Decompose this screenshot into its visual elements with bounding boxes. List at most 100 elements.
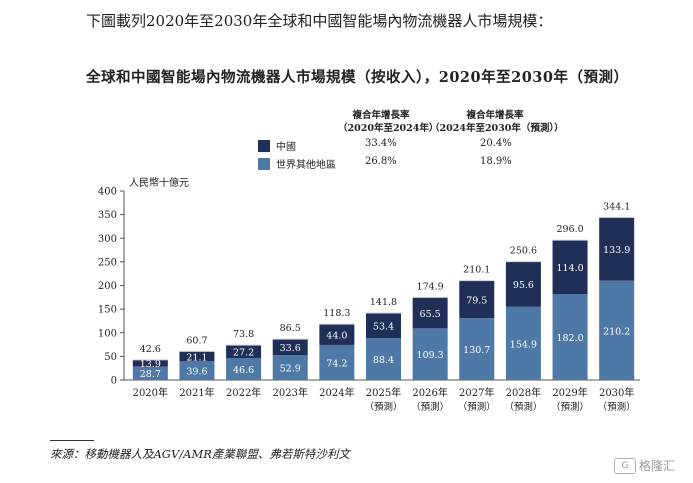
bar-segment-rest-of-world bbox=[599, 280, 635, 380]
legend-value: 18.9% bbox=[480, 156, 512, 167]
x-tick-sublabel: （預測） bbox=[504, 401, 542, 413]
data-label-total: 141.8 bbox=[370, 297, 397, 308]
data-label-china: 53.4 bbox=[373, 322, 394, 333]
watermark-logo-icon: G bbox=[614, 457, 636, 474]
y-tick-label: 350 bbox=[98, 210, 117, 221]
legend-header-cagr-2024-2030: 複合年增長率 （2024年至2030年（預測）） bbox=[430, 109, 564, 135]
y-tick-label: 250 bbox=[98, 257, 117, 268]
bar-segment-rest-of-world bbox=[459, 318, 495, 380]
bar-segment-rest-of-world bbox=[226, 357, 262, 380]
bar-segment-china bbox=[552, 240, 588, 295]
x-tick-sublabel: （預測） bbox=[364, 401, 402, 413]
x-tick-sublabel: （預測） bbox=[411, 401, 449, 413]
watermark: G 格隆汇 bbox=[614, 457, 675, 474]
data-label-total: 296.0 bbox=[556, 224, 583, 235]
data-label-china: 65.5 bbox=[420, 309, 441, 320]
x-tick-label: 2020年 bbox=[133, 386, 168, 399]
legend-value: 33.4% bbox=[365, 138, 397, 149]
y-tick-label: 300 bbox=[98, 234, 117, 245]
data-label-total: 118.3 bbox=[323, 308, 350, 319]
data-label-rest-of-world: 52.9 bbox=[280, 364, 301, 375]
data-label-china: 27.2 bbox=[233, 348, 254, 359]
legend-swatch-china bbox=[258, 139, 270, 152]
bar-segment-rest-of-world bbox=[179, 361, 215, 380]
data-label-rest-of-world: 28.7 bbox=[140, 369, 161, 380]
data-label-china: 95.6 bbox=[513, 280, 534, 291]
x-tick-sublabel: （預測） bbox=[458, 401, 496, 413]
data-label-total: 73.8 bbox=[233, 329, 254, 340]
legend-value: 20.4% bbox=[480, 138, 512, 149]
data-label-total: 86.5 bbox=[280, 323, 301, 334]
bar-segment-rest-of-world bbox=[505, 306, 541, 380]
legend-item-rest-of-world: 世界其他地區 bbox=[258, 156, 336, 171]
legend-header-cagr-2020-2024: 複合年增長率 （2020年至2024年） bbox=[338, 109, 439, 135]
bar-segment-rest-of-world bbox=[366, 338, 401, 380]
data-label-rest-of-world: 130.7 bbox=[463, 345, 490, 356]
bar-segment-rest-of-world bbox=[319, 344, 355, 380]
data-label-china: 21.1 bbox=[186, 352, 207, 363]
data-label-total: 344.1 bbox=[603, 201, 630, 212]
x-tick-sublabel: （預測） bbox=[598, 401, 636, 413]
x-tick-label: 2026年 bbox=[412, 386, 447, 399]
x-tick-label: 2028年 bbox=[506, 386, 541, 399]
bar-segment-china bbox=[132, 359, 168, 367]
legend-header-line: 複合年增長率 bbox=[466, 110, 524, 121]
y-unit-label: 人民幣十億元 bbox=[129, 178, 189, 189]
data-label-total: 60.7 bbox=[186, 335, 207, 346]
bar-segment-rest-of-world bbox=[412, 328, 448, 380]
y-tick-label: 150 bbox=[98, 305, 117, 316]
watermark-text: 格隆汇 bbox=[639, 459, 676, 473]
bar-segment-china bbox=[459, 280, 495, 319]
x-tick-label: 2027年 bbox=[459, 386, 494, 399]
legend-header-line: （2024年至2030年（預測）） bbox=[430, 123, 564, 134]
bar-segment-china bbox=[319, 324, 355, 345]
data-label-rest-of-world: 39.6 bbox=[186, 367, 207, 378]
data-label-rest-of-world: 210.2 bbox=[603, 326, 630, 337]
y-tick-label: 100 bbox=[98, 328, 117, 339]
data-label-total: 210.1 bbox=[463, 265, 490, 276]
bar-segment-china bbox=[412, 297, 448, 329]
bar-segment-rest-of-world bbox=[272, 355, 308, 380]
legend-header-line: 複合年增長率 bbox=[352, 110, 410, 121]
data-label-rest-of-world: 88.4 bbox=[373, 355, 394, 366]
data-label-china: 79.5 bbox=[466, 295, 487, 306]
x-tick-label: 2029年 bbox=[552, 386, 587, 399]
data-label-rest-of-world: 154.9 bbox=[510, 339, 537, 350]
x-tick-label: 2023年 bbox=[273, 386, 308, 399]
intro-text: 下圖載列2020年至2030年全球和中國智能場內物流機器人市場規模： bbox=[86, 12, 553, 30]
data-label-total: 250.6 bbox=[510, 246, 537, 257]
y-tick-label: 200 bbox=[98, 281, 117, 292]
data-label-total: 42.6 bbox=[140, 344, 161, 355]
data-label-china: 33.6 bbox=[280, 343, 301, 354]
bar-segment-china bbox=[366, 312, 401, 339]
y-tick-label: 400 bbox=[98, 187, 117, 198]
data-label-china: 13.9 bbox=[140, 359, 161, 370]
x-tick-label: 2030年 bbox=[599, 386, 634, 399]
bar-segment-china bbox=[599, 217, 635, 281]
x-tick-label: 2022年 bbox=[226, 386, 261, 399]
chart-title: 全球和中國智能場內物流機器人市場規模（按收入），2020年至2030年（預測） bbox=[86, 69, 629, 86]
legend-value: 26.8% bbox=[365, 156, 397, 167]
source-note: 來源：移動機器人及AGV/AMR產業聯盟、弗若斯特沙利文 bbox=[50, 447, 350, 461]
bar-segment-china bbox=[179, 351, 215, 362]
legend-item-china: 中國 bbox=[258, 138, 296, 153]
data-label-rest-of-world: 74.2 bbox=[326, 358, 347, 369]
bar-segment-rest-of-world bbox=[552, 294, 588, 380]
data-label-rest-of-world: 109.3 bbox=[417, 350, 444, 361]
legend-label-rest-of-world: 世界其他地區 bbox=[276, 160, 336, 171]
data-label-china: 133.9 bbox=[603, 245, 630, 256]
y-tick-label: 50 bbox=[104, 352, 117, 363]
x-tick-label: 2025年 bbox=[366, 386, 401, 399]
x-tick-label: 2021年 bbox=[179, 386, 214, 399]
bar-segment-china bbox=[505, 261, 541, 307]
x-tick-sublabel: （預測） bbox=[551, 401, 589, 413]
data-label-china: 114.0 bbox=[556, 263, 583, 274]
bar-segment-china bbox=[272, 339, 308, 356]
bar-segment-china bbox=[226, 345, 262, 358]
data-label-china: 44.0 bbox=[326, 331, 347, 342]
y-tick-label: 0 bbox=[111, 376, 117, 387]
legend-header-line: （2020年至2024年） bbox=[338, 123, 439, 134]
data-label-rest-of-world: 46.6 bbox=[233, 365, 254, 376]
source-divider bbox=[50, 440, 94, 441]
legend-swatch-rest-of-world bbox=[258, 157, 270, 170]
